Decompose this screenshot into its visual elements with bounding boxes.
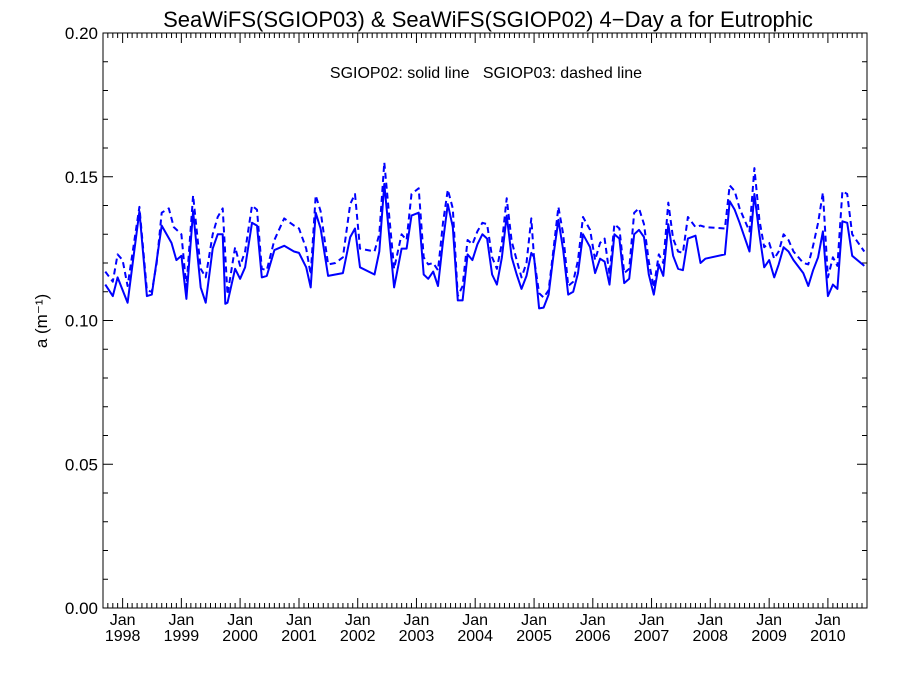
x-tick-month-label: Jan <box>521 612 547 629</box>
x-tick-year-label: 1998 <box>105 628 141 645</box>
x-tick-year-label: 2006 <box>575 628 611 645</box>
x-tick-year-label: 2003 <box>399 628 435 645</box>
y-axis-label: a (m⁻¹) <box>32 294 51 348</box>
x-tick-year-label: 2007 <box>634 628 670 645</box>
y-tick-label: 0.05 <box>65 455 98 474</box>
x-tick-month-label: Jan <box>110 612 136 629</box>
x-tick-year-label: 2000 <box>222 628 258 645</box>
x-tick-year-label: 2010 <box>810 628 846 645</box>
y-tick-label: 0.15 <box>65 168 98 187</box>
x-tick-month-label: Jan <box>815 612 841 629</box>
x-tick-month-label: Jan <box>697 612 723 629</box>
x-tick-month-label: Jan <box>345 612 371 629</box>
y-tick-label: 0.00 <box>65 599 98 618</box>
series-line-sgiop02-solid <box>104 182 865 310</box>
x-tick-year-label: 1999 <box>164 628 200 645</box>
x-tick-month-label: Jan <box>227 612 253 629</box>
chart-title: SeaWiFS(SGIOP03) & SeaWiFS(SGIOP02) 4−Da… <box>163 7 813 32</box>
x-tick-month-label: Jan <box>286 612 312 629</box>
x-tick-month-label: Jan <box>756 612 782 629</box>
plot-frame <box>102 32 868 609</box>
x-tick-month-label: Jan <box>639 612 665 629</box>
x-tick-month-label: Jan <box>404 612 430 629</box>
x-tick-year-label: 2009 <box>751 628 787 645</box>
x-tick-year-label: 2002 <box>340 628 376 645</box>
x-tick-month-label: Jan <box>580 612 606 629</box>
x-tick-year-label: 2008 <box>692 628 728 645</box>
x-tick-year-label: 2004 <box>457 628 493 645</box>
series-line-sgiop03-dashed <box>104 161 866 299</box>
y-tick-label: 0.20 <box>65 24 98 43</box>
x-tick-month-label: Jan <box>168 612 194 629</box>
legend-annotation: SGIOP02: solid line SGIOP03: dashed line <box>330 65 642 82</box>
x-tick-year-label: 2001 <box>281 628 317 645</box>
x-tick-month-label: Jan <box>462 612 488 629</box>
x-tick-year-label: 2005 <box>516 628 552 645</box>
y-tick-label: 0.10 <box>65 312 98 331</box>
